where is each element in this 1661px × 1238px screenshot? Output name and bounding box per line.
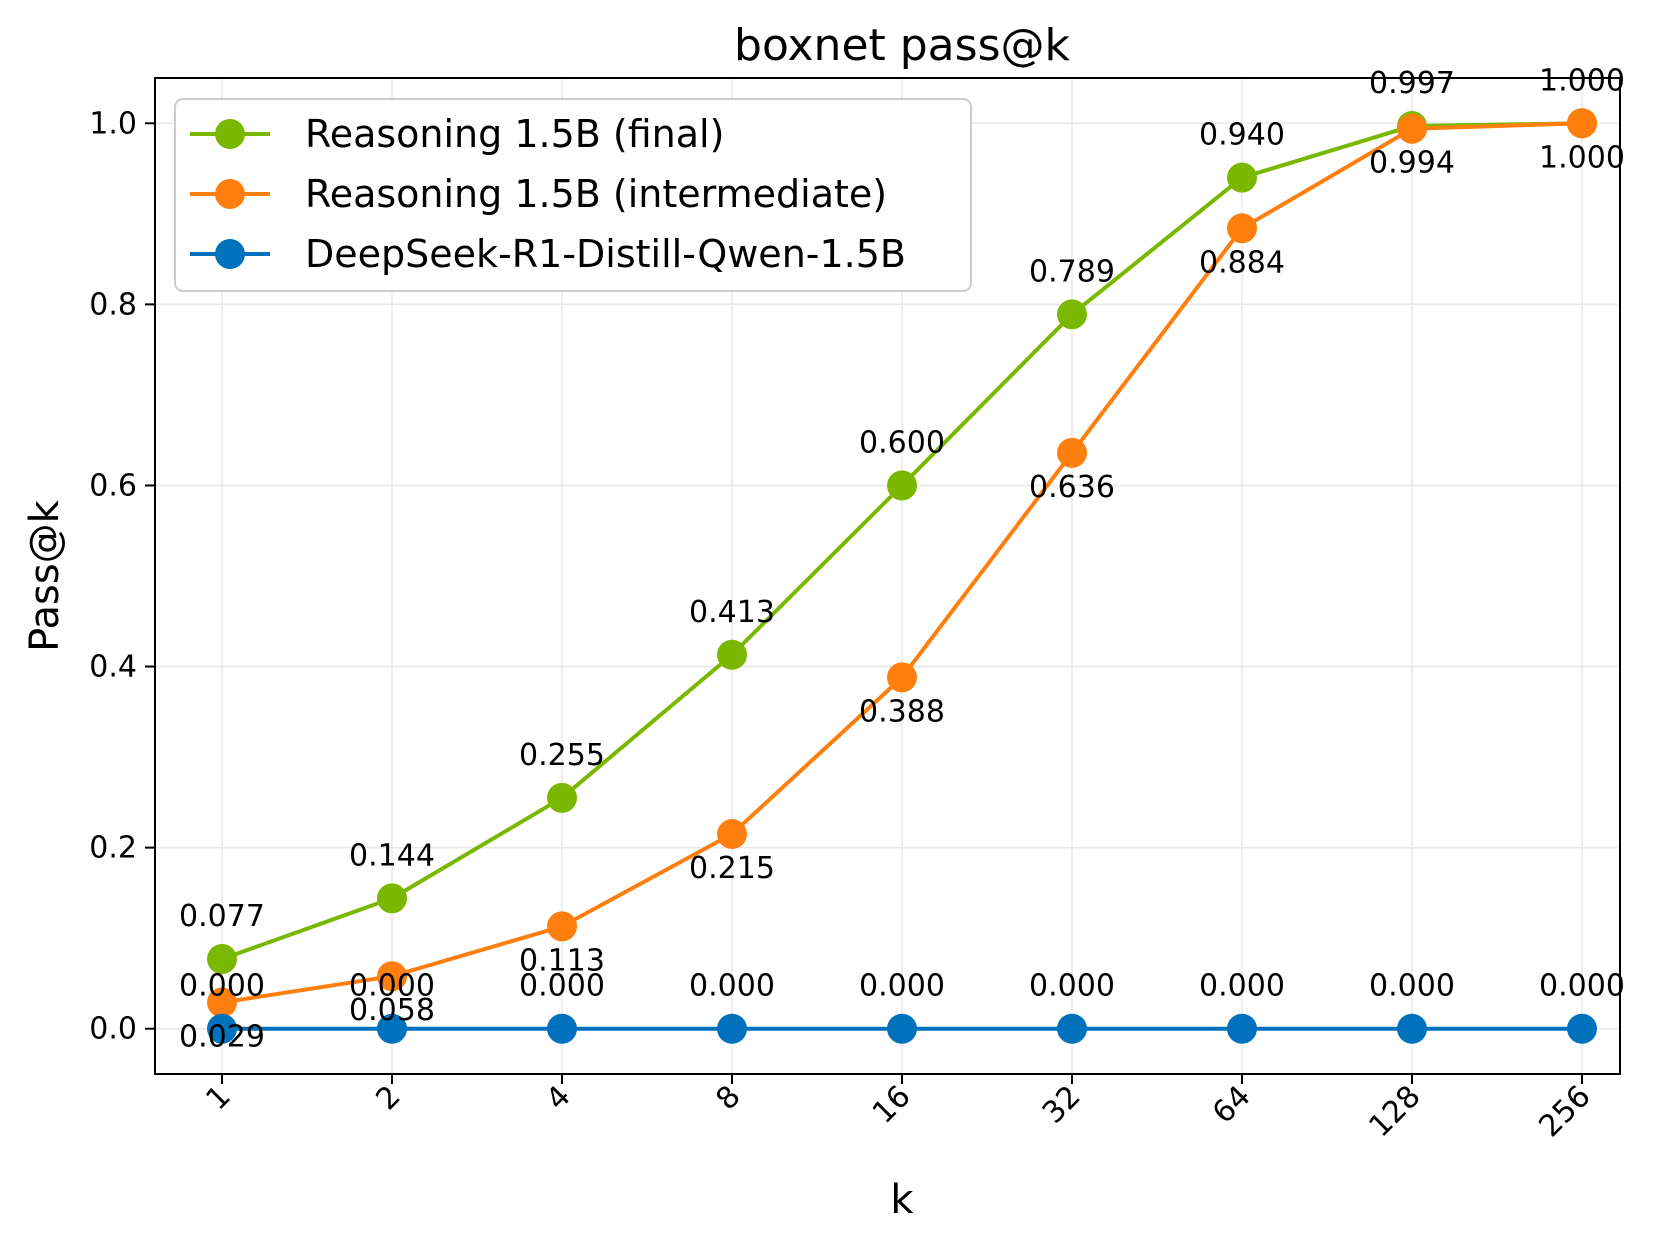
series-2-point (887, 1013, 917, 1044)
series-1-data-label: 0.636 (1029, 470, 1115, 505)
series-2-data-label: 0.000 (1199, 969, 1285, 1004)
series-1-data-label: 0.058 (349, 993, 435, 1028)
y-tick-label: 0.0 (89, 1012, 137, 1047)
series-0-data-label: 0.940 (1199, 118, 1285, 153)
legend-label: Reasoning 1.5B (final) (305, 112, 724, 156)
y-axis-label: Pass@k (22, 499, 68, 652)
series-1-data-label: 0.113 (519, 943, 605, 978)
y-tick-label: 0.6 (89, 468, 137, 503)
series-0-data-label: 0.144 (349, 838, 435, 873)
y-tick-label: 0.4 (89, 650, 137, 685)
series-2-point (1057, 1013, 1087, 1044)
series-0-point (887, 470, 917, 501)
series-1-point (1227, 213, 1257, 244)
series-2-data-label: 0.000 (519, 969, 605, 1004)
series-2-point (1397, 1013, 1427, 1044)
legend-swatch-marker (215, 119, 245, 149)
legend-entry-2: DeepSeek-R1-Distill-Qwen-1.5B (190, 232, 906, 276)
series-1-data-label: 0.994 (1369, 146, 1455, 181)
series-0-data-label: 0.077 (179, 899, 265, 934)
series-1-data-label: 0.884 (1199, 245, 1285, 280)
chart-title: boxnet pass@k (734, 20, 1070, 71)
legend-swatch-marker (215, 239, 245, 269)
x-axis-label: k (890, 1177, 914, 1223)
series-0-point (207, 944, 237, 975)
y-tick-label: 0.8 (89, 287, 137, 322)
legend-entry-1: Reasoning 1.5B (intermediate) (190, 172, 887, 216)
y-tick-label: 1.0 (89, 106, 137, 141)
series-0-data-label: 0.255 (519, 738, 605, 773)
series-0-point (547, 782, 577, 813)
legend-label: DeepSeek-R1-Distill-Qwen-1.5B (305, 232, 906, 276)
legend-frame (174, 98, 972, 292)
y-tick-label: 0.2 (89, 831, 137, 866)
legend-entry-0: Reasoning 1.5B (final) (190, 112, 724, 156)
data-labels: 0.077 0.144 0.255 0.413 0.600 0.789 0.940 0.997… (179, 63, 1625, 1054)
series-1-point (1057, 437, 1087, 468)
series-1-point (1397, 113, 1427, 144)
series-0-point (1057, 299, 1087, 330)
series-1-point (887, 662, 917, 693)
series-1-point (207, 987, 237, 1018)
series-1-data-label: 0.215 (689, 851, 775, 886)
legend: Reasoning 1.5B (final) Reasoning 1.5B (in… (174, 98, 972, 292)
series-1-point (717, 819, 747, 850)
series-0-point (377, 883, 407, 914)
series-0-data-label: 0.413 (689, 595, 775, 630)
series-layer (207, 108, 1597, 1044)
series-1-data-label: 1.000 (1539, 140, 1625, 175)
series-1-data-label: 0.029 (179, 1019, 265, 1054)
series-2-point (547, 1013, 577, 1044)
series-1-point (1567, 108, 1597, 139)
series-2-data-label: 0.000 (1369, 969, 1455, 1004)
series-0-data-label: 0.997 (1369, 66, 1455, 101)
series-2-data-label: 0.000 (1029, 969, 1115, 1004)
series-0-point (717, 639, 747, 670)
series-2-point (1227, 1013, 1257, 1044)
series-2-data-label: 0.000 (1539, 969, 1625, 1004)
series-0-data-label: 0.789 (1029, 254, 1115, 289)
series-0-data-label: 1.000 (1539, 63, 1625, 98)
legend-swatch-marker (215, 179, 245, 209)
series-2-data-label: 0.000 (859, 969, 945, 1004)
series-0-point (1227, 162, 1257, 193)
series-2-data-label: 0.000 (179, 969, 265, 1004)
series-2-point (377, 1013, 407, 1044)
series-2-point (1567, 1013, 1597, 1044)
series-1-data-label: 0.388 (859, 694, 945, 729)
series-2-data-label: 0.000 (349, 969, 435, 1004)
series-2-data-label: 0.000 (689, 969, 775, 1004)
series-2-point (717, 1013, 747, 1044)
legend-label: Reasoning 1.5B (intermediate) (305, 172, 887, 216)
series-0-data-label: 0.600 (859, 425, 945, 460)
series-2-point (207, 1013, 237, 1044)
series-1-point (377, 961, 407, 992)
series-1-point (547, 911, 577, 942)
plot-frame (154, 77, 1621, 1075)
